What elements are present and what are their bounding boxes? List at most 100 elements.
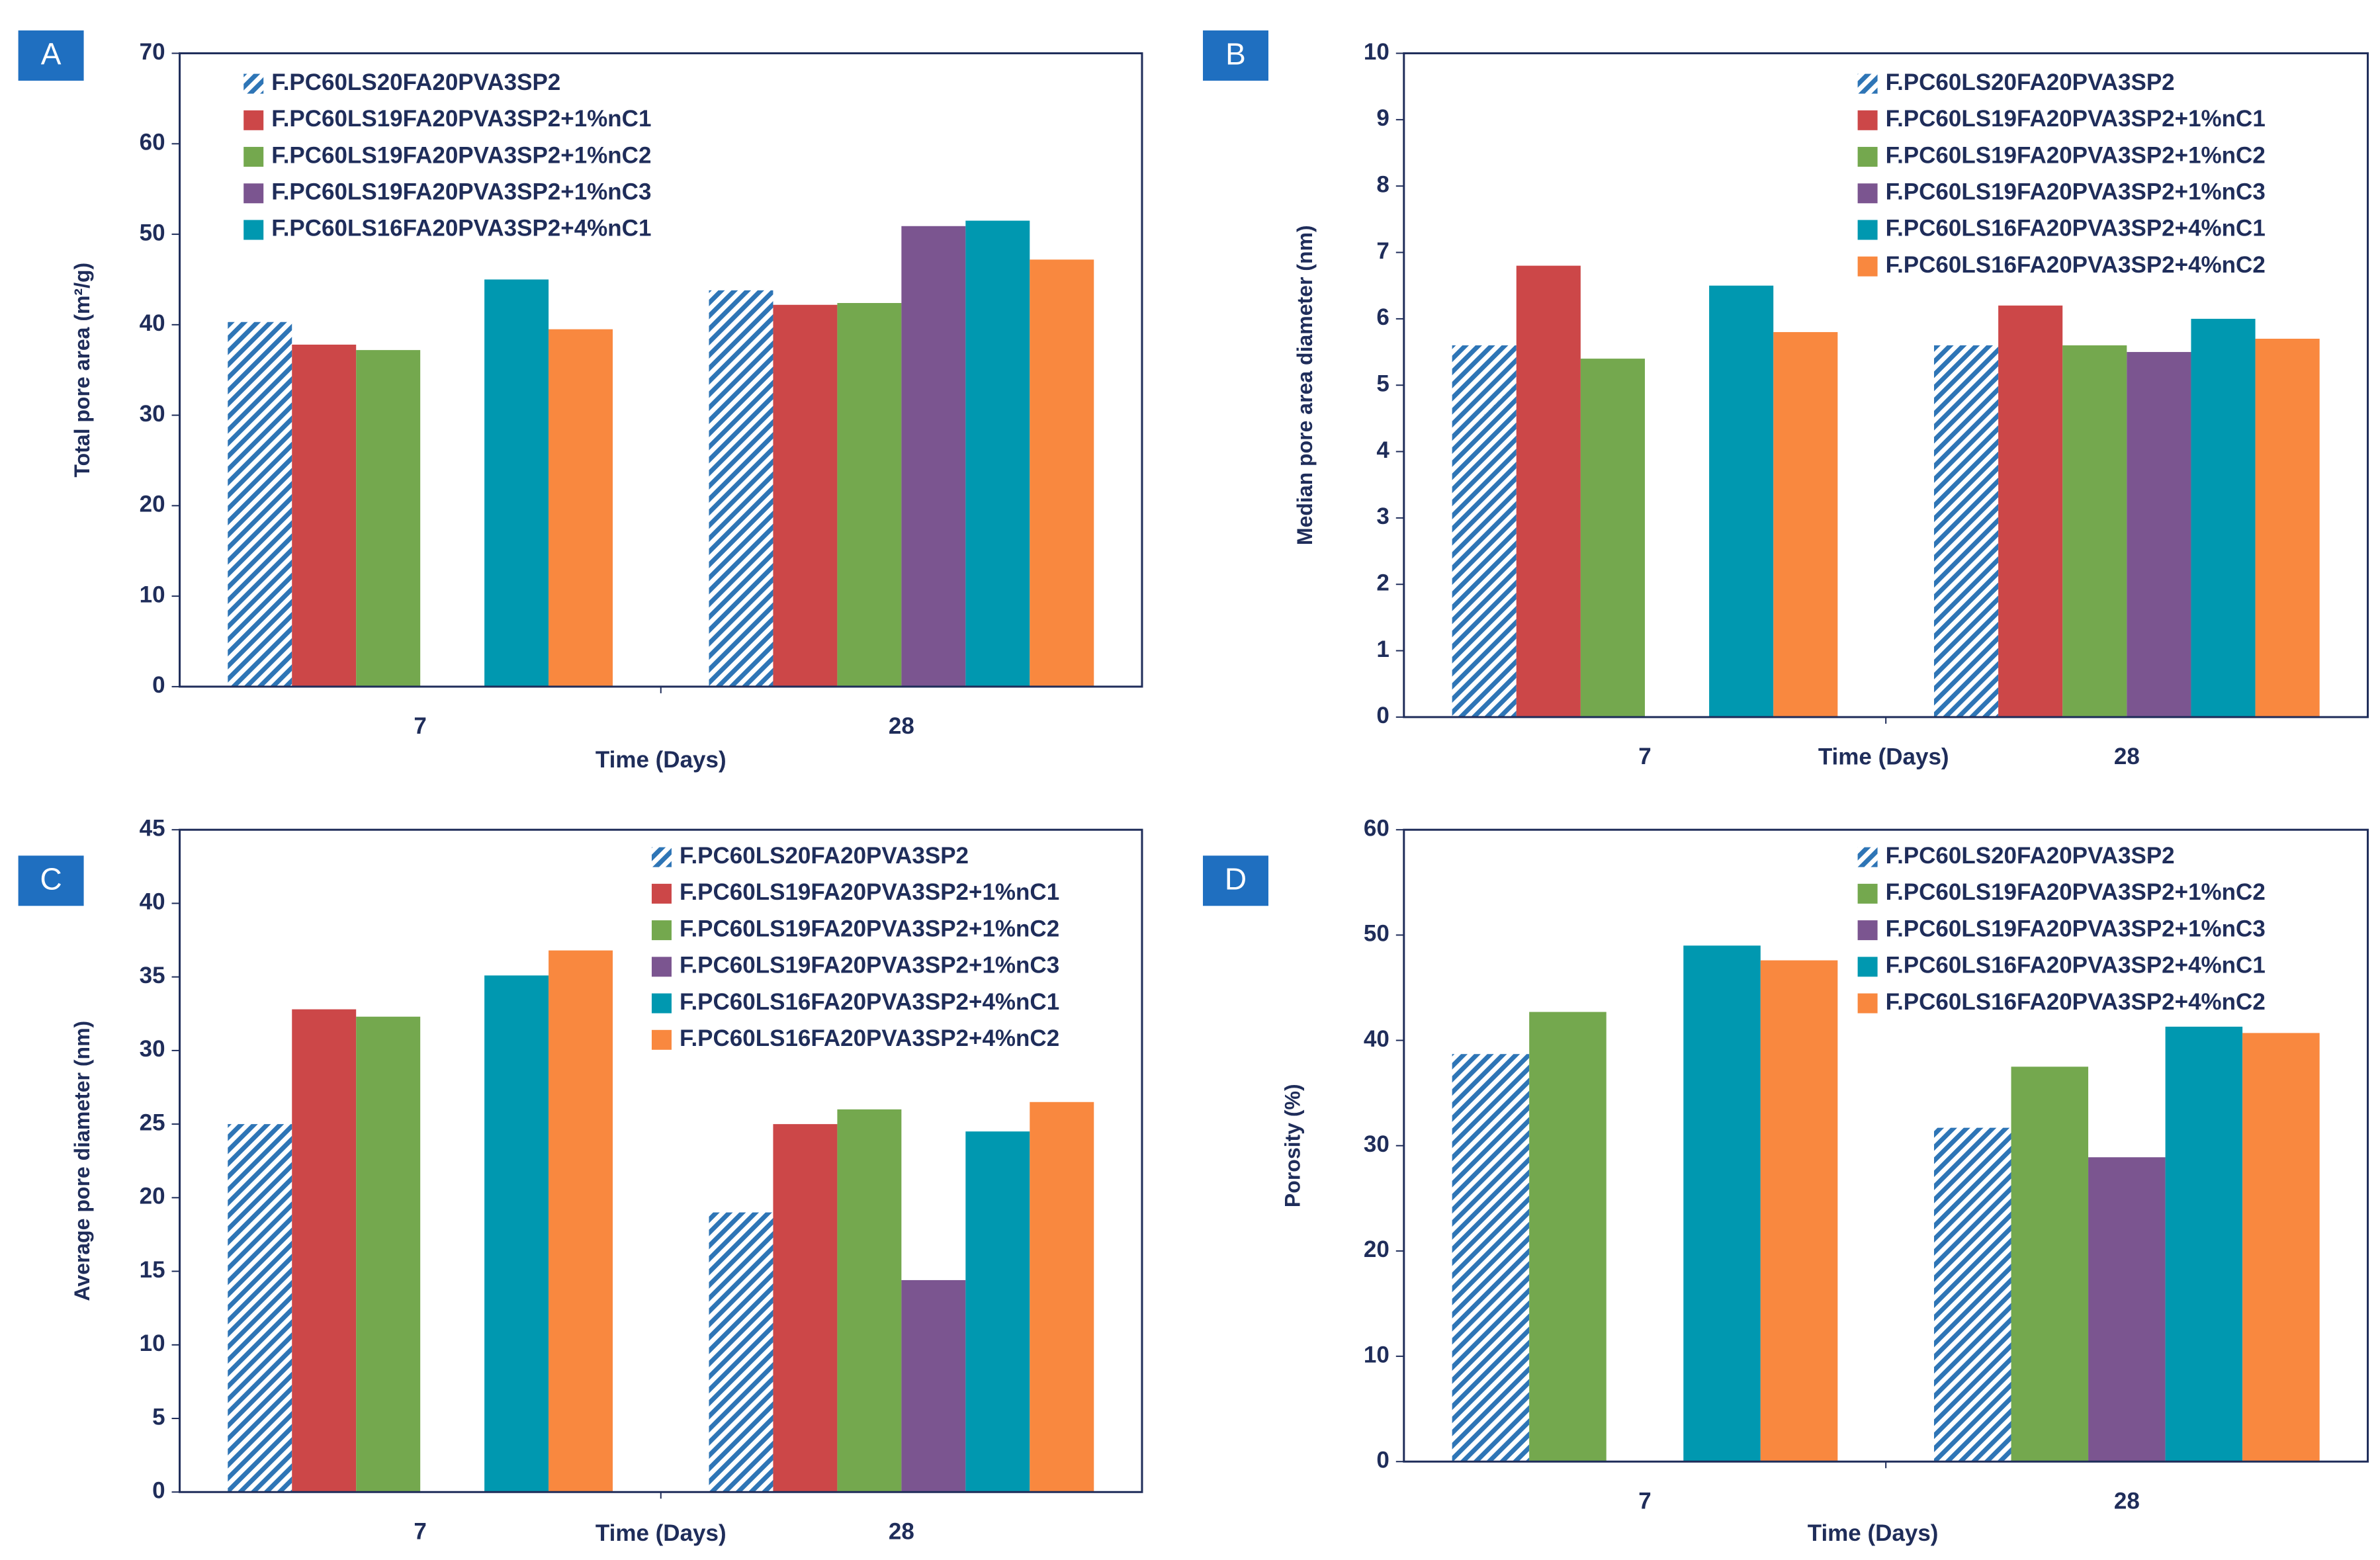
legend-marker: [1857, 147, 1878, 167]
y-tick-label: 0: [152, 1478, 165, 1504]
y-tick-label: 50: [140, 220, 165, 245]
y-tick-label: 15: [140, 1257, 165, 1283]
legend-label: F.PC60LS19FA20PVA3SP2+1%nC3: [1886, 179, 2266, 205]
y-axis-label: Porosity (%): [1281, 1084, 1305, 1207]
bar: [773, 1124, 838, 1493]
bar: [1030, 1102, 1094, 1493]
bar: [1580, 359, 1645, 717]
x-tick-label: 7: [414, 713, 426, 739]
y-axis-label: Total pore area (m²/g): [70, 263, 94, 478]
y-tick-label: 4: [1376, 437, 1389, 463]
y-tick-label: 45: [140, 815, 165, 841]
legend-label: F.PC60LS20FA20PVA3SP2: [271, 69, 560, 95]
y-tick-label: 40: [140, 310, 165, 336]
y-tick-label: 40: [1364, 1026, 1389, 1052]
legend-marker: [651, 993, 672, 1014]
legend-marker: [651, 883, 672, 904]
bar: [1529, 1012, 1607, 1462]
legend-label: F.PC60LS19FA20PVA3SP2+1%nC2: [271, 142, 651, 168]
panel-label: C: [40, 862, 62, 896]
y-tick-label: 10: [140, 1330, 165, 1356]
bar: [1683, 945, 1761, 1462]
legend-marker: [243, 183, 264, 204]
y-tick-label: 5: [1376, 370, 1389, 396]
bar: [837, 303, 902, 687]
plot-frame: [179, 828, 1143, 1493]
legend-marker: [1857, 920, 1878, 941]
bar: [484, 975, 549, 1493]
bar: [1516, 265, 1581, 717]
x-axis-label: Time (Days): [1808, 1520, 1939, 1546]
plot-frame: [1403, 828, 2369, 1463]
legend-marker: [651, 920, 672, 941]
bar: [1998, 305, 2063, 717]
bar: [484, 279, 549, 687]
legend-label: F.PC60LS16FA20PVA3SP2+4%nC2: [1886, 252, 2266, 278]
bar: [228, 322, 292, 687]
legend-marker: [1857, 957, 1878, 977]
y-tick-label: 30: [140, 1036, 165, 1062]
bar: [709, 1212, 773, 1493]
y-tick-label: 9: [1376, 105, 1389, 131]
y-tick-label: 50: [1364, 921, 1389, 947]
y-axis-label: Median pore area diameter (nm): [1293, 225, 1317, 545]
y-tick-label: 3: [1376, 503, 1389, 529]
bar: [1933, 345, 1999, 717]
legend-label: F.PC60LS19FA20PVA3SP2+1%nC2: [1886, 879, 2266, 905]
y-tick-label: 20: [140, 492, 165, 517]
legend-label: F.PC60LS20FA20PVA3SP2: [680, 843, 969, 869]
legend-label: F.PC60LS19FA20PVA3SP2+1%nC3: [1886, 916, 2266, 941]
legend-marker: [243, 110, 264, 130]
y-tick-label: 25: [140, 1109, 165, 1135]
legend-label: F.PC60LS16FA20PVA3SP2+4%nC1: [1886, 216, 2266, 241]
x-axis-label: Time (Days): [595, 1520, 727, 1546]
bar: [549, 950, 613, 1493]
legend-marker: [1857, 183, 1878, 204]
x-axis-label: Time (Days): [1818, 744, 1949, 769]
panel-label-box: [1203, 855, 1268, 906]
x-tick-label: 28: [889, 713, 914, 739]
bar: [2165, 1026, 2243, 1462]
y-tick-label: 10: [140, 582, 165, 607]
y-tick-label: 70: [140, 39, 165, 65]
bar: [1452, 345, 1517, 717]
legend-label: F.PC60LS19FA20PVA3SP2+1%nC3: [680, 953, 1059, 978]
panel-label-box: [1203, 30, 1268, 81]
legend-label: F.PC60LS19FA20PVA3SP2+1%nC1: [1886, 106, 2266, 132]
legend-label: F.PC60LS20FA20PVA3SP2: [1886, 69, 2175, 95]
legend-label: F.PC60LS19FA20PVA3SP2+1%nC2: [680, 916, 1059, 941]
y-tick-label: 10: [1364, 39, 1389, 65]
legend-marker: [1857, 73, 1878, 94]
bar: [1452, 1054, 1530, 1462]
bar: [773, 304, 838, 687]
y-axis-label: Average pore diameter (nm): [70, 1021, 94, 1301]
x-tick-label: 7: [1638, 1488, 1651, 1514]
panel-label: A: [41, 36, 62, 71]
y-tick-label: 0: [152, 672, 165, 698]
y-tick-label: 8: [1376, 171, 1389, 197]
legend-marker: [1857, 110, 1878, 130]
x-tick-label: 28: [2114, 1488, 2140, 1514]
bar: [292, 1009, 357, 1493]
bar: [2011, 1066, 2089, 1462]
bar: [2242, 1033, 2320, 1462]
bar: [2255, 338, 2320, 717]
legend-marker: [1857, 883, 1878, 904]
panel-label: B: [1225, 36, 1246, 71]
legend-label: F.PC60LS16FA20PVA3SP2+4%nC1: [680, 989, 1059, 1015]
legend-label: F.PC60LS16FA20PVA3SP2+4%nC2: [680, 1025, 1059, 1051]
x-tick-label: 28: [889, 1519, 914, 1545]
legend-marker: [651, 957, 672, 977]
bar: [1933, 1127, 2011, 1462]
x-tick-label: 28: [2114, 744, 2140, 769]
panel-label-box: [18, 855, 84, 906]
y-tick-label: 5: [152, 1404, 165, 1430]
legend-marker: [1857, 220, 1878, 240]
bar: [901, 226, 966, 687]
legend-label: F.PC60LS16FA20PVA3SP2+4%nC1: [271, 216, 651, 241]
y-tick-label: 60: [140, 130, 165, 155]
legend-label: F.PC60LS19FA20PVA3SP2+1%nC1: [680, 879, 1059, 905]
y-tick-label: 0: [1376, 1447, 1389, 1473]
legend-marker: [243, 147, 264, 167]
